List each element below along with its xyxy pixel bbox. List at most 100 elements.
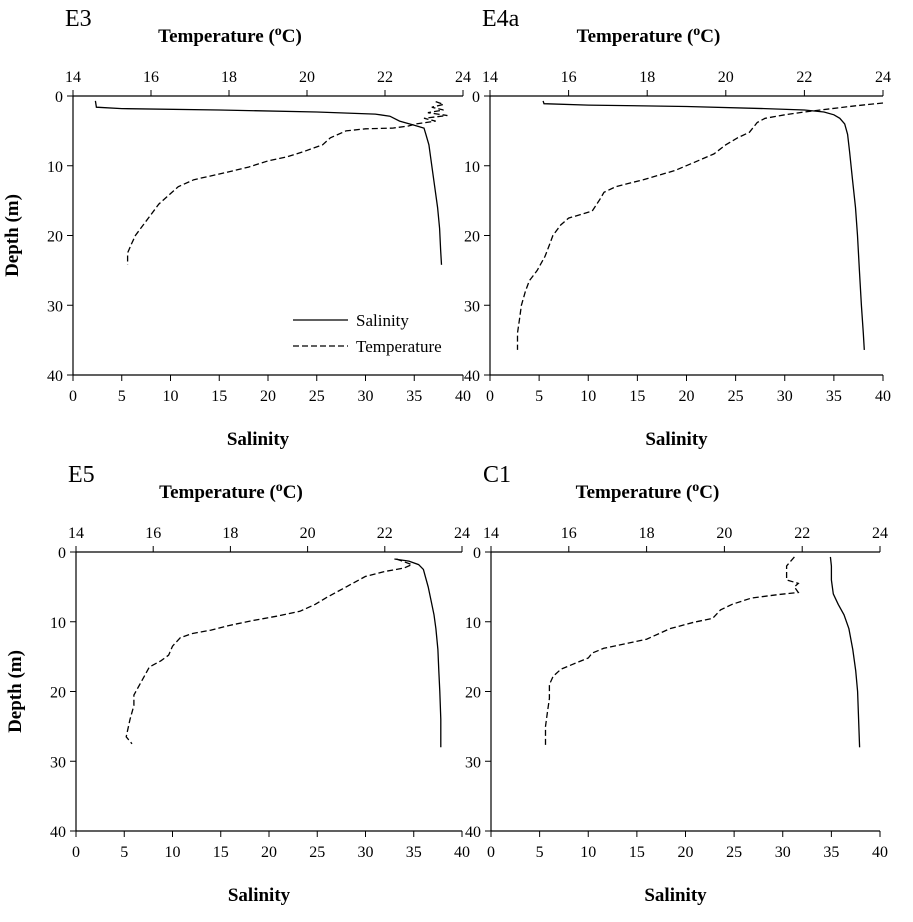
x2-tick-label: 16 bbox=[143, 69, 159, 86]
y-tick-label: 30 bbox=[47, 298, 63, 315]
panel-e5: 0 5 10 15 20 25 30 35 40 14 16 18 20 22 24 0 10 20 30 40 E5 T… bbox=[5, 462, 470, 906]
series-salinity-line bbox=[394, 558, 442, 748]
legend-label-salinity: Salinity bbox=[356, 311, 409, 330]
x2-axis-label: Temperature (oC) bbox=[577, 24, 721, 47]
x-tick-label: 10 bbox=[580, 388, 596, 405]
series-salinity-line bbox=[542, 100, 865, 350]
x2-tick-label: 24 bbox=[875, 69, 891, 86]
x-tick-label: 20 bbox=[261, 844, 277, 861]
x2-tick-label: 24 bbox=[455, 69, 471, 86]
x-tick-label: 40 bbox=[455, 388, 471, 405]
y-tick-label: 10 bbox=[50, 615, 66, 632]
y-tick-label: 10 bbox=[465, 615, 481, 632]
series-temperature-line bbox=[126, 100, 448, 265]
x-tick-label: 15 bbox=[629, 388, 645, 405]
x-tick-label: 0 bbox=[69, 388, 77, 405]
x-tick-label: 35 bbox=[826, 388, 842, 405]
x-tick-label: 5 bbox=[536, 844, 544, 861]
x2-axis-label: Temperature (oC) bbox=[159, 480, 303, 503]
x2-tick-label: 24 bbox=[454, 525, 470, 542]
x2-tick-label: 14 bbox=[483, 525, 499, 542]
x-tick-label: 25 bbox=[309, 844, 325, 861]
x2-tick-label: 14 bbox=[65, 69, 81, 86]
y-tick-label: 20 bbox=[465, 685, 481, 702]
x-axis-label: Salinity bbox=[644, 885, 707, 906]
x2-tick-label: 18 bbox=[221, 69, 237, 86]
x-tick-label: 10 bbox=[580, 844, 596, 861]
x-tick-label: 30 bbox=[775, 844, 791, 861]
x-tick-label: 25 bbox=[728, 388, 744, 405]
y-tick-label: 20 bbox=[47, 229, 63, 246]
x2-tick-label: 18 bbox=[222, 525, 238, 542]
y-tick-label: 20 bbox=[464, 229, 480, 246]
x-axis-label: Salinity bbox=[227, 429, 290, 450]
x2-tick-label: 24 bbox=[872, 525, 888, 542]
panel-e4a: 0 5 10 15 20 25 30 35 40 14 16 18 20 22 24 0 10 20 30 40 E4a… bbox=[464, 6, 891, 450]
x2-tick-label: 16 bbox=[145, 525, 161, 542]
x-tick-label: 35 bbox=[406, 844, 422, 861]
y-tick-label: 0 bbox=[473, 545, 481, 562]
panel-title: E4a bbox=[482, 6, 520, 32]
x2-tick-label: 20 bbox=[299, 69, 315, 86]
x-tick-label: 10 bbox=[163, 388, 179, 405]
x-tick-label: 15 bbox=[629, 844, 645, 861]
x-tick-label: 40 bbox=[454, 844, 470, 861]
x-tick-label: 25 bbox=[726, 844, 742, 861]
y-tick-label: 40 bbox=[50, 824, 66, 841]
x-tick-label: 0 bbox=[487, 844, 495, 861]
x2-tick-label: 14 bbox=[68, 525, 84, 542]
y-tick-label: 20 bbox=[50, 685, 66, 702]
y-tick-label: 40 bbox=[465, 824, 481, 841]
panel-title: E5 bbox=[68, 462, 95, 488]
y-tick-label: 0 bbox=[55, 89, 63, 106]
x2-tick-label: 16 bbox=[561, 69, 577, 86]
x-tick-label: 10 bbox=[165, 844, 181, 861]
y-tick-label: 40 bbox=[47, 368, 63, 385]
x-tick-label: 20 bbox=[260, 388, 276, 405]
x-tick-label: 5 bbox=[535, 388, 543, 405]
x-tick-label: 25 bbox=[309, 388, 325, 405]
x2-tick-label: 22 bbox=[377, 525, 393, 542]
x-tick-label: 40 bbox=[872, 844, 888, 861]
x-tick-label: 35 bbox=[406, 388, 422, 405]
y-tick-label: 10 bbox=[464, 159, 480, 176]
series-temperature-line bbox=[544, 556, 800, 748]
x-tick-label: 30 bbox=[358, 844, 374, 861]
y-axis-label: Depth (m) bbox=[5, 650, 26, 733]
x-tick-label: 5 bbox=[120, 844, 128, 861]
x-tick-label: 20 bbox=[679, 388, 695, 405]
y-tick-label: 0 bbox=[58, 545, 66, 562]
x2-tick-label: 22 bbox=[796, 69, 812, 86]
y-tick-label: 30 bbox=[464, 298, 480, 315]
x-tick-label: 20 bbox=[678, 844, 694, 861]
x-tick-label: 15 bbox=[213, 844, 229, 861]
y-tick-label: 40 bbox=[464, 368, 480, 385]
x-axis-label: Salinity bbox=[228, 885, 291, 906]
y-tick-label: 10 bbox=[47, 159, 63, 176]
panel-c1: 0 5 10 15 20 25 30 35 40 14 16 18 20 22 24 0 10 20 30 40 C1 T… bbox=[465, 462, 888, 906]
x2-tick-label: 18 bbox=[639, 525, 655, 542]
panel-title: E3 bbox=[65, 6, 92, 32]
x2-tick-label: 20 bbox=[300, 525, 316, 542]
x2-tick-label: 14 bbox=[482, 69, 498, 86]
x-tick-label: 30 bbox=[777, 388, 793, 405]
x-tick-label: 0 bbox=[72, 844, 80, 861]
x-tick-label: 15 bbox=[211, 388, 227, 405]
panel-title: C1 bbox=[483, 462, 511, 488]
x2-tick-label: 20 bbox=[716, 525, 732, 542]
x-axis-label: Salinity bbox=[645, 429, 708, 450]
x2-tick-label: 22 bbox=[794, 525, 810, 542]
x2-axis-label: Temperature (oC) bbox=[158, 24, 302, 47]
legend-label-temperature: Temperature bbox=[356, 337, 442, 356]
x-tick-label: 35 bbox=[823, 844, 839, 861]
x2-axis-label: Temperature (oC) bbox=[576, 480, 720, 503]
series-salinity-line bbox=[829, 556, 861, 748]
y-tick-label: 0 bbox=[472, 89, 480, 106]
y-tick-label: 30 bbox=[50, 754, 66, 771]
series-temperature-line bbox=[516, 102, 884, 350]
x-tick-label: 30 bbox=[358, 388, 374, 405]
x2-tick-label: 20 bbox=[718, 69, 734, 86]
legend: Salinity Temperature bbox=[293, 311, 442, 356]
x2-tick-label: 18 bbox=[639, 69, 655, 86]
